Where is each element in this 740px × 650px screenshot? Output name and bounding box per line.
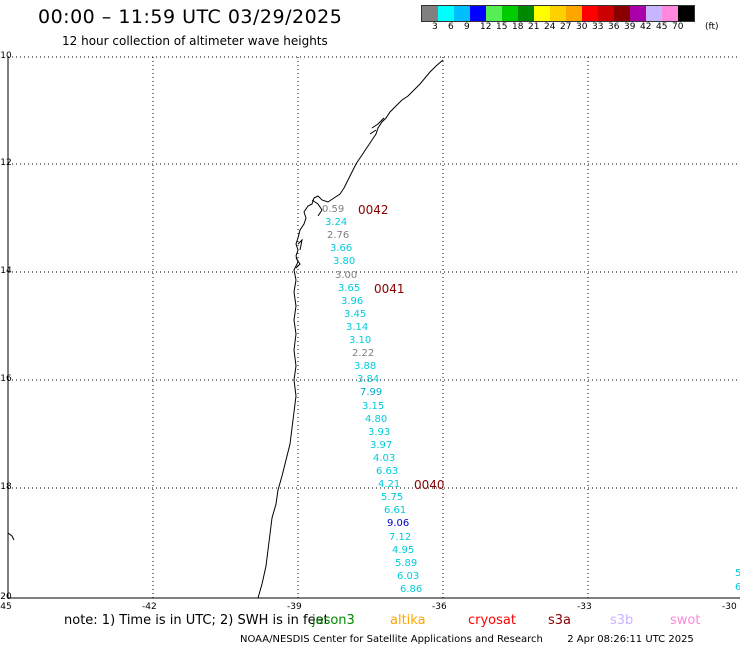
legend-swatch [534,6,550,21]
wave-height-label: 3.66 [330,243,353,254]
legend-swatch [518,6,534,21]
wave-height-label: 6.63 [376,466,399,477]
wave-height-label: 0.59 [322,204,345,215]
longitude-label: -39 [287,602,302,612]
legend-label: 45 [656,22,668,32]
wave-height-label: 6.61 [384,505,407,516]
wave-height-label: 9.06 [387,518,410,529]
legend-unit: (ft) [705,22,719,32]
legend-label: 42 [640,22,652,32]
legend-swatch [422,6,438,21]
credit-line: NOAA/NESDIS Center for Satellite Applica… [240,634,694,645]
wave-height-label: 3.84 [357,374,380,385]
coast-detail [7,117,385,541]
wave-height-label: 6.03 [397,571,420,582]
page-title: 00:00 – 11:59 UTC 03/29/2025 [38,6,343,28]
wave-height-label: 3.80 [333,256,356,267]
legend-label: 24 [544,22,556,32]
wave-height-label: 7.12 [389,532,412,543]
wave-height-label: 4.95 [392,545,415,556]
longitude-label: -42 [142,602,157,612]
edge-value-label: 6 [735,582,740,593]
graticule [8,56,740,598]
legend-label: 12 [480,22,492,32]
legend-label: 27 [560,22,572,32]
legend-swatch [454,6,470,21]
legend-label: 6 [448,22,454,32]
satellite-label: altika [390,613,426,628]
wave-height-label: 2.76 [327,230,350,241]
credit-text: NOAA/NESDIS Center for Satellite Applica… [240,634,543,645]
legend-swatch [614,6,630,21]
wave-height-label: 4.03 [373,453,396,464]
legend-label: 18 [512,22,524,32]
page-subtitle: 12 hour collection of altimeter wave hei… [62,34,328,48]
latitude-label: -16 [0,374,12,384]
wave-height-label: 3.45 [344,309,367,320]
satellite-label: jason3 [312,613,355,628]
wave-height-label: 3.14 [346,322,369,333]
longitude-label: -45 [0,602,12,612]
legend-label: 21 [528,22,540,32]
wave-height-label: 5.89 [395,558,418,569]
satellite-label: cryosat [468,613,516,628]
legend-swatch [486,6,502,21]
legend-label: 15 [496,22,508,32]
legend-label: 33 [592,22,604,32]
legend-swatch [502,6,518,21]
coastline [257,59,444,599]
wave-height-label: 3.88 [354,361,377,372]
longitude-label: -30 [722,602,737,612]
wave-height-label: 3.15 [362,401,385,412]
legend-label: 3 [432,22,438,32]
legend-swatch [582,6,598,21]
wave-height-label: 3.65 [338,283,361,294]
legend-label: 9 [464,22,470,32]
time-marker: 0041 [374,282,405,296]
legend-swatch [646,6,662,21]
color-legend [421,5,695,22]
wave-height-label: 4.21 [378,479,401,490]
legend-label: 39 [624,22,636,32]
legend-swatch [566,6,582,21]
wave-height-label: 5.75 [381,492,404,503]
legend-swatch [630,6,646,21]
time-marker: 0040 [414,478,445,492]
legend-swatch [678,6,694,21]
satellite-label: swot [670,613,701,628]
wave-height-label: 6.86 [400,584,423,595]
wave-height-label: 3.10 [349,335,372,346]
latitude-label: -12 [0,158,12,168]
latitude-label: -20 [0,592,12,602]
longitude-label: -36 [432,602,447,612]
latitude-label: -18 [0,482,12,492]
wave-height-label: 3.24 [325,217,348,228]
latitude-label: -10 [0,51,12,61]
legend-swatch [550,6,566,21]
edge-value-label: 5 [735,568,740,579]
wave-height-label: 3.00 [335,270,358,281]
satellite-label: s3a [548,613,572,628]
wave-height-label: 4.80 [365,414,388,425]
footnote: note: 1) Time is in UTC; 2) SWH is in fe… [64,613,329,628]
generated-timestamp: 2 Apr 08:26:11 UTC 2025 [567,634,694,645]
longitude-label: -33 [577,602,592,612]
latitude-label: -14 [0,266,12,276]
legend-swatch [438,6,454,21]
satellite-label: s3b [610,613,634,628]
wave-height-label: 2.22 [352,348,375,359]
time-marker: 0042 [358,203,389,217]
legend-label: 70 [672,22,684,32]
wave-height-label: 3.96 [341,296,364,307]
wave-height-label: 7.99 [360,387,383,398]
legend-swatch [598,6,614,21]
wave-height-label: 3.93 [368,427,391,438]
legend-label: 36 [608,22,620,32]
legend-swatch [662,6,678,21]
wave-height-label: 3.97 [370,440,393,451]
legend-label: 30 [576,22,588,32]
legend-swatch [470,6,486,21]
